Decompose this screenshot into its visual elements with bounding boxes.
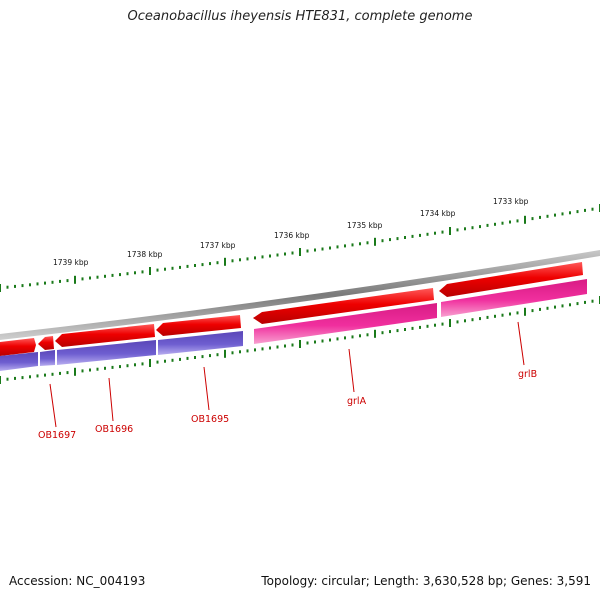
gene-labels: OB1697 OB1696 OB1695 grlA grlB xyxy=(38,369,537,441)
gene-grla xyxy=(253,288,434,324)
genome-backbone xyxy=(0,250,600,340)
gene-ob1695 xyxy=(156,315,241,336)
gene-label-grla: grlA xyxy=(347,396,367,407)
leader-grla xyxy=(348,348,355,393)
leader-ob1695 xyxy=(203,366,210,411)
scale-label-1737: 1737 kbp xyxy=(200,241,236,250)
scale-labels: 1739 kbp 1738 kbp 1737 kbp 1736 kbp 1735… xyxy=(53,197,529,267)
gene-label-grlb: grlB xyxy=(518,369,537,380)
lower-scale-ticks xyxy=(0,296,600,384)
gene-label-ob1697: OB1697 xyxy=(38,430,76,441)
genome-info-text: Topology: circular; Length: 3,630,528 bp… xyxy=(261,574,591,588)
band-blue-4 xyxy=(158,331,243,355)
upper-scale-ticks xyxy=(0,204,600,292)
leader-ob1696 xyxy=(108,377,114,422)
gene-grlb xyxy=(439,262,583,297)
gene-ob1696 xyxy=(55,324,155,347)
band-blue-1 xyxy=(0,352,38,371)
accession-text: Accession: NC_004193 xyxy=(9,574,146,588)
scale-label-1736: 1736 kbp xyxy=(274,231,310,240)
leader-grlb xyxy=(517,321,525,366)
map-title: Oceanobacillus iheyensis HTE831, complet… xyxy=(127,9,473,24)
band-pink-2 xyxy=(441,279,587,317)
scale-label-1738: 1738 kbp xyxy=(127,250,163,259)
gene-label-leaders xyxy=(49,321,525,428)
forward-strand-genes xyxy=(0,262,583,356)
scale-label-1734: 1734 kbp xyxy=(420,209,456,218)
reverse-strand-genes xyxy=(0,279,587,371)
scale-label-1735: 1735 kbp xyxy=(347,221,383,230)
scale-label-1739: 1739 kbp xyxy=(53,258,89,267)
leader-ob1697 xyxy=(49,383,57,428)
scale-label-1733: 1733 kbp xyxy=(493,197,529,206)
gene-label-ob1695: OB1695 xyxy=(191,414,229,425)
gene-ob1697 xyxy=(38,336,54,350)
band-pink-1 xyxy=(254,303,437,344)
gene-ob1698-partial xyxy=(0,338,36,356)
gene-label-ob1696: OB1696 xyxy=(95,424,133,435)
band-blue-2 xyxy=(40,350,55,366)
band-blue-3 xyxy=(57,340,156,365)
